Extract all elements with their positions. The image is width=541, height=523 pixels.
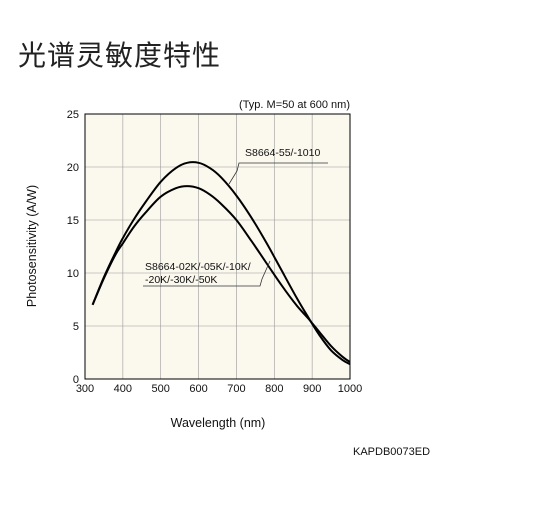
y-tick-label: 5: [73, 321, 79, 333]
x-tick-label: 600: [189, 383, 207, 395]
y-axis-label: Photosensitivity (A/W): [25, 185, 39, 307]
measurement-condition-note: (Typ. M=50 at 600 nm): [239, 99, 350, 111]
leader-line-s8664-02k: [143, 260, 271, 287]
document-code: KAPDB0073ED: [353, 446, 431, 458]
x-tick-label: 1000: [338, 383, 362, 395]
series-label-line: S8664-02K/-05K/-10K/: [145, 261, 251, 273]
y-tick-label: 0: [73, 374, 79, 386]
leader-line-s8664-55: [228, 162, 328, 185]
x-tick-label: 300: [76, 383, 94, 395]
series-line-s8664-02k: [91, 185, 351, 363]
y-tick-label: 20: [67, 162, 79, 174]
x-tick-label: 700: [227, 383, 245, 395]
series-label-s8664-02k: S8664-02K/-05K/-10K/-20K/-30K/-50K: [145, 261, 251, 286]
series-label-s8664-55: S8664-55/-1010: [245, 147, 320, 159]
y-tick-label: 15: [67, 215, 79, 227]
series-lines: [91, 161, 351, 366]
y-tick-label: 25: [67, 109, 79, 121]
x-tick-label: 400: [114, 383, 132, 395]
plot-area: [85, 114, 350, 379]
plot-frame: [84, 113, 351, 380]
x-tick-label: 500: [152, 383, 170, 395]
annotations: S8664-55/-1010 S8664-02K/-05K/-10K/-20K/-…: [143, 147, 328, 287]
page-title: 光谱灵敏度特性: [18, 39, 222, 72]
x-tick-label: 800: [265, 383, 283, 395]
series-label-line: -20K/-30K/-50K: [145, 274, 217, 286]
x-axis-label: Wavelength (nm): [171, 416, 266, 430]
x-tick-label: 900: [303, 383, 321, 395]
grid: [85, 114, 350, 379]
y-tick-label: 10: [67, 268, 79, 280]
axis-ticks: 300 400 500 600 700 800 900 1000 0 5 10 15 20 25: [67, 109, 362, 395]
